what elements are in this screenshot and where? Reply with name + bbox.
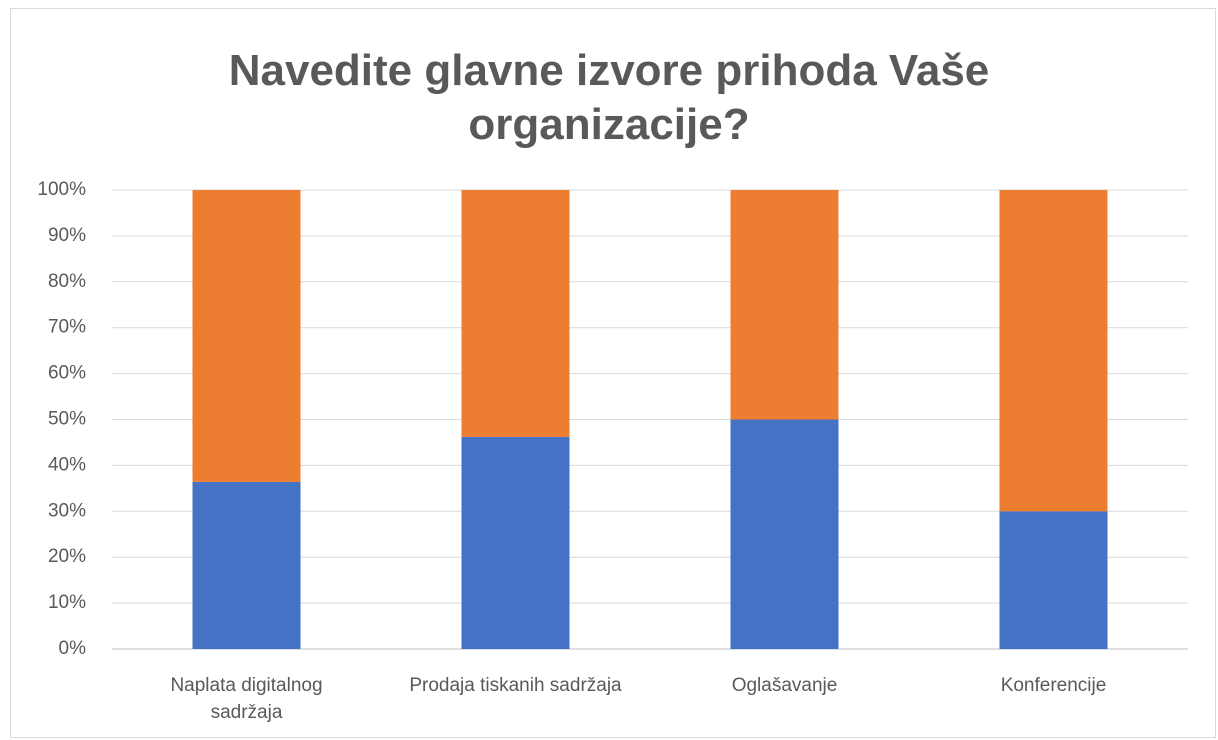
y-tick-label: 90% [48,225,86,246]
bar-segment [730,419,839,649]
bar-segment [192,190,301,482]
y-tick-label: 100% [37,179,86,200]
y-tick-label: 30% [48,500,86,521]
bar-segment [999,511,1108,649]
y-tick-label: 50% [48,409,86,430]
bar-segment [461,190,570,437]
x-tick-label: Naplata digitalnog sadržaja [170,675,323,723]
x-tick-label: Prodaja tiskanih sadržaja [409,675,622,696]
bar-segment [192,481,301,649]
chart-title: Navedite glavne izvore prihoda Vaše orga… [228,46,990,149]
y-tick-label: 20% [48,546,86,567]
bar-segment [461,436,570,649]
y-tick-label: 40% [48,454,86,475]
y-tick-label: 80% [48,271,86,292]
y-tick-label: 0% [59,638,87,659]
y-tick-label: 10% [48,592,86,613]
bar-segment [730,190,839,420]
x-tick-label: Konferencije [1000,675,1107,696]
y-tick-label: 70% [48,317,86,338]
y-tick-label: 60% [48,363,86,384]
bar-segment [999,190,1108,512]
x-tick-label: Oglašavanje [731,675,838,696]
chart-frame [10,8,1216,738]
